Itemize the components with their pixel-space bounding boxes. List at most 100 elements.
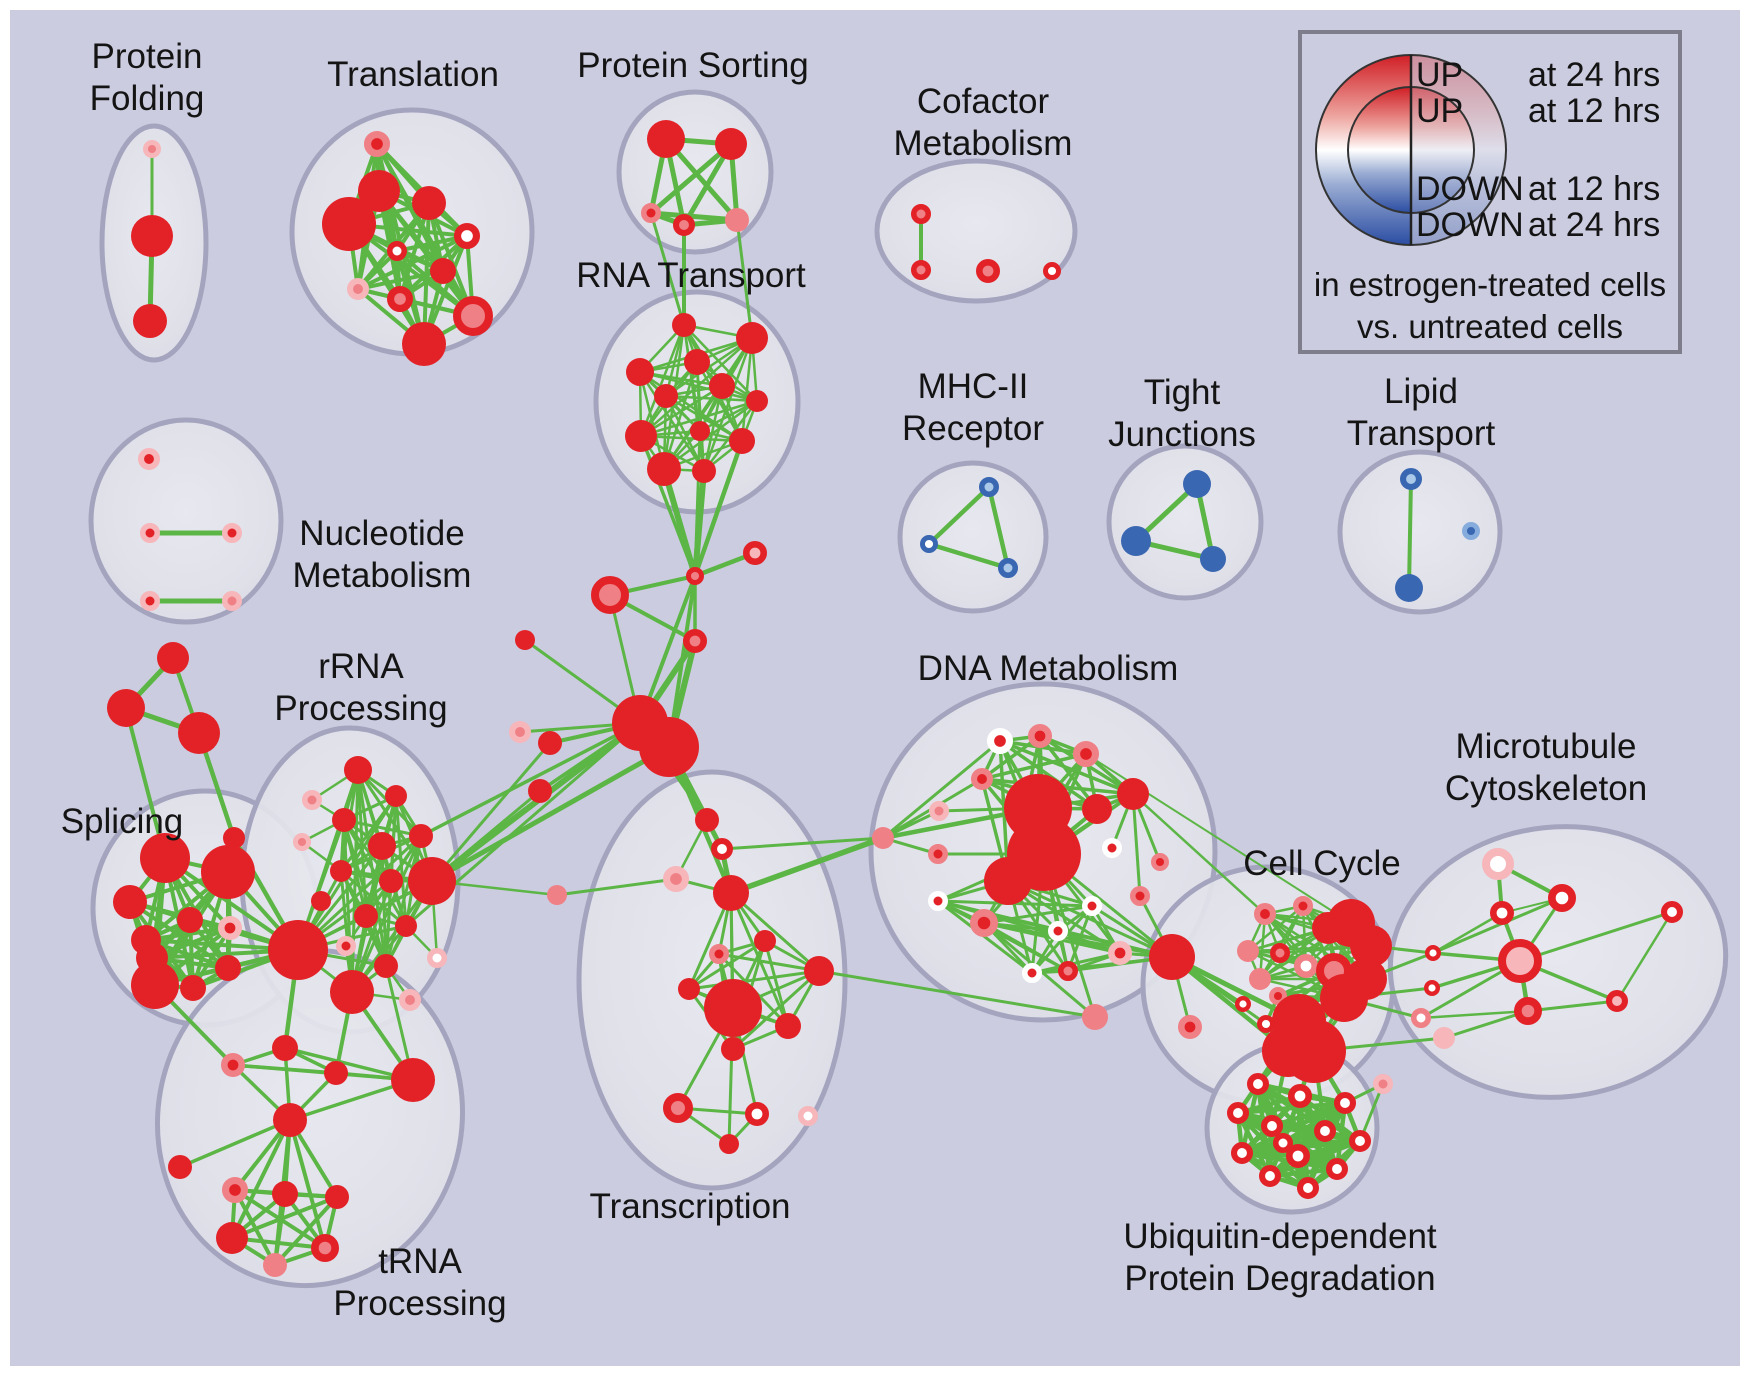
network-node-sp9 <box>180 975 206 1001</box>
network-node-d22 <box>1149 934 1195 980</box>
cluster-label-tight-junctions: Junctions <box>1108 415 1256 454</box>
cluster-label-mhc-ii-receptor: MHC-II <box>918 367 1029 406</box>
network-node-u10 <box>1326 1158 1349 1181</box>
cluster-label-ubiquitin-degradation: Protein Degradation <box>1124 1259 1435 1298</box>
network-node-sp3 <box>113 885 147 919</box>
network-node-cc12 <box>1268 986 1287 1005</box>
network-node-mt6 <box>1606 990 1629 1013</box>
network-node-triso <box>168 1155 192 1179</box>
network-node-mt8 <box>1433 1027 1455 1049</box>
network-edge <box>717 952 821 973</box>
network-node-ps1 <box>647 120 685 158</box>
network-edge <box>702 384 724 473</box>
network-node-rr9 <box>379 869 403 893</box>
network-node-rr8 <box>330 860 352 882</box>
network-node-trmid <box>273 1103 307 1137</box>
network-edge <box>649 211 686 327</box>
network-edge <box>1280 1100 1348 1146</box>
network-edge <box>926 484 992 547</box>
network-edge <box>980 752 1088 781</box>
network-edge <box>728 835 886 896</box>
network-node-x14 <box>744 1102 769 1127</box>
network-node-ps2 <box>715 128 747 160</box>
network-node-u5 <box>1261 1115 1284 1138</box>
network-node-m1 <box>979 477 999 497</box>
network-node-t8 <box>346 277 369 300</box>
network-node-rr13 <box>395 915 417 937</box>
network-node-u3 <box>1334 1092 1357 1115</box>
network-node-d4 <box>971 768 994 791</box>
network-node-d11 <box>928 844 948 864</box>
network-node-pf2 <box>131 215 173 257</box>
legend-disc-inner <box>1348 87 1411 213</box>
network-node-tr2 <box>272 1181 298 1207</box>
network-node-rr16 <box>330 970 374 1014</box>
network-edge <box>926 541 1011 571</box>
network-node-r7 <box>746 390 768 412</box>
network-node-d7 <box>1082 794 1112 824</box>
cluster-label-rrna-processing: Processing <box>274 689 447 728</box>
network-edge <box>1518 910 1674 963</box>
network-node-sp8 <box>131 961 179 1009</box>
network-node-l2 <box>1395 574 1423 602</box>
network-node-sphub <box>268 920 328 980</box>
network-edge <box>817 969 1097 1019</box>
network-node-u2 <box>1288 1084 1313 1109</box>
network-node-d19 <box>1108 940 1133 965</box>
network-edge <box>1419 1009 1530 1020</box>
network-node-rr1 <box>344 756 372 784</box>
network-node-u8 <box>1231 1142 1254 1165</box>
cluster-label-rrna-processing: rRNA <box>318 647 404 686</box>
network-edge <box>648 210 740 223</box>
network-node-mt3 <box>1490 900 1515 925</box>
cluster-label-nucleotide-metabolism: Metabolism <box>293 556 472 595</box>
network-node-c1 <box>911 204 931 224</box>
cluster-label-protein-folding: Protein <box>92 37 203 76</box>
network-node-sp1 <box>140 833 190 883</box>
network-node-d2 <box>1028 723 1053 748</box>
network-node-mt0 <box>1424 945 1441 962</box>
network-node-cc1 <box>1254 903 1277 926</box>
network-node-c4 <box>1042 262 1061 281</box>
network-edge <box>740 336 754 443</box>
network-node-h6 <box>639 717 699 777</box>
network-node-cc13 <box>1234 996 1251 1013</box>
network-node-tj1 <box>1183 470 1211 498</box>
network-edge <box>230 1195 339 1240</box>
network-node-cc15 <box>1320 974 1368 1022</box>
network-node-sp2 <box>201 845 255 899</box>
network-node-u14 <box>1373 1074 1393 1094</box>
network-node-t11 <box>402 322 446 366</box>
network-node-t10 <box>453 296 493 336</box>
network-node-mt5 <box>1513 996 1542 1025</box>
network-edge <box>729 891 821 973</box>
network-node-mt4 <box>1498 939 1542 983</box>
cluster-bubble-mhc-ii-receptor <box>897 460 1049 614</box>
network-edge <box>687 939 767 991</box>
network-edge <box>339 869 408 928</box>
network-node-x10 <box>704 979 762 1037</box>
network-node-x4 <box>713 875 749 911</box>
network-node-tr6 <box>263 1253 287 1277</box>
network-edge <box>288 1118 327 1250</box>
network-node-rr4 <box>332 808 356 832</box>
network-node-d17 <box>1048 921 1068 941</box>
legend-direction-label: UP <box>1416 92 1463 130</box>
network-node-n1 <box>137 447 160 470</box>
network-edge <box>430 741 552 883</box>
network-node-cc5 <box>1350 925 1392 967</box>
legend-caption: in estrogen-treated cells <box>1314 266 1666 303</box>
network-node-cc2 <box>1293 896 1313 916</box>
network-edge <box>731 969 821 1051</box>
network-edge <box>178 1118 292 1169</box>
legend-direction-label: DOWN <box>1416 170 1524 208</box>
network-node-h1 <box>591 576 629 614</box>
cluster-label-ubiquitin-degradation: Ubiquitin-dependent <box>1123 1217 1437 1256</box>
network-node-rr17 <box>398 989 421 1012</box>
network-node-mt1 <box>1482 848 1514 880</box>
network-edge <box>693 429 702 578</box>
network-edge <box>664 394 744 443</box>
network-edge <box>881 739 1002 840</box>
cluster-label-trna-processing: Processing <box>333 1284 506 1323</box>
cluster-bubble-nucleotide-metabolism <box>88 417 284 625</box>
